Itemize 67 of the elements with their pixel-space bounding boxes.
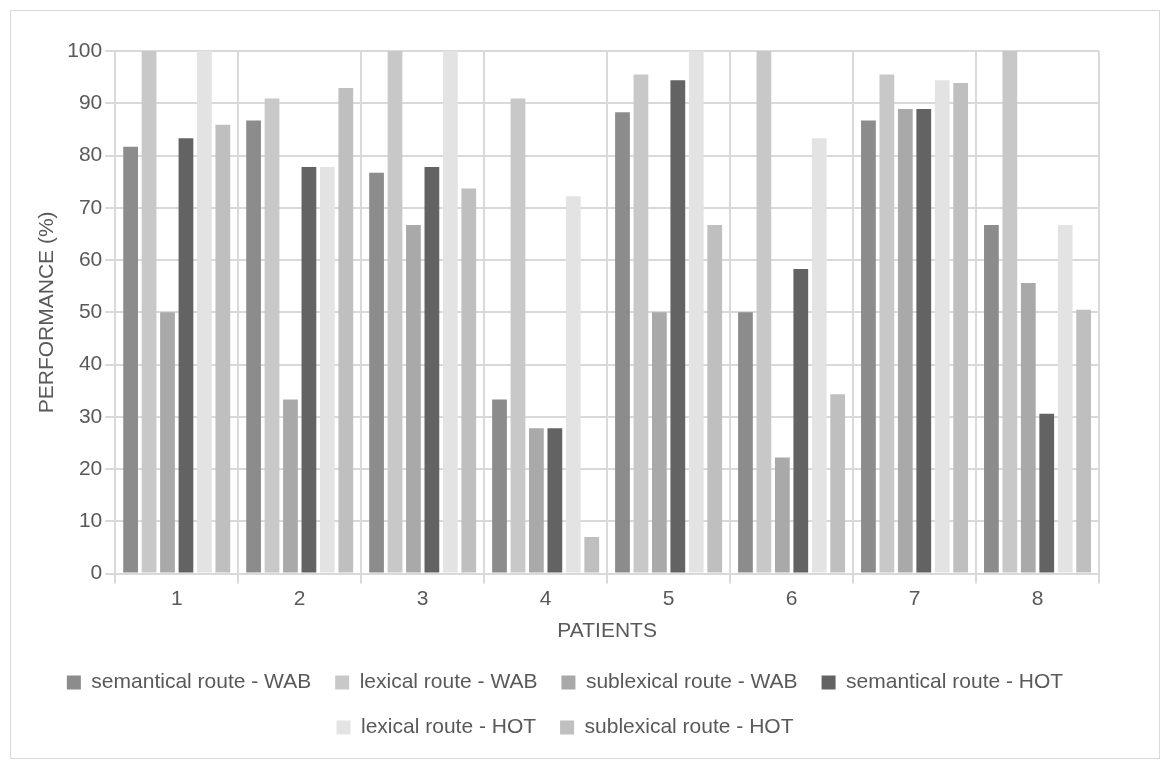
bar <box>215 124 231 573</box>
legend-label: sublexical route - HOT <box>584 714 794 738</box>
legend-label: semantical route - HOT <box>846 669 1064 693</box>
bar <box>1002 51 1018 573</box>
y-tick-label: 20 <box>78 455 103 479</box>
y-tick-label: 70 <box>78 194 103 218</box>
x-tick-label: 8 <box>1031 586 1044 609</box>
y-tick-label: 80 <box>78 142 103 166</box>
bar <box>547 428 563 573</box>
bar <box>633 74 649 573</box>
legend-label: lexical route - WAB <box>359 669 538 693</box>
bar <box>529 428 544 573</box>
bar <box>793 268 809 573</box>
bar <box>264 98 280 573</box>
bar <box>461 188 477 573</box>
bar <box>738 312 753 573</box>
bar <box>756 51 772 573</box>
bar <box>160 312 175 573</box>
x-tick-label: 3 <box>416 586 429 609</box>
y-tick-label: 30 <box>78 403 103 427</box>
bar <box>652 312 667 573</box>
bar <box>774 457 790 573</box>
legend-label: lexical route - HOT <box>361 714 537 738</box>
bar <box>301 167 317 573</box>
bar <box>338 88 354 573</box>
x-tick-label: 1 <box>170 586 183 609</box>
bar <box>1020 283 1036 573</box>
bar <box>510 98 526 573</box>
bar <box>897 109 913 573</box>
bar <box>670 80 686 573</box>
bar <box>283 399 298 573</box>
bar <box>830 394 846 573</box>
legend-label: semantical route - WAB <box>91 669 312 693</box>
y-tick-label: 10 <box>78 508 103 532</box>
y-tick-label: 50 <box>78 299 103 323</box>
x-tick-label: 4 <box>539 586 552 609</box>
bar <box>707 225 723 573</box>
bar <box>861 120 876 573</box>
bar <box>246 120 261 573</box>
bar <box>369 172 384 573</box>
x-tick-label: 2 <box>293 586 306 609</box>
bar <box>1039 413 1055 573</box>
x-tick-label: 6 <box>785 586 798 609</box>
bar <box>178 138 194 573</box>
bar <box>879 74 895 573</box>
bar <box>123 146 138 573</box>
bar <box>406 225 421 573</box>
legend-label: sublexical route - WAB <box>585 669 798 693</box>
bar <box>953 82 969 573</box>
y-tick-label: 100 <box>67 37 103 61</box>
x-tick-label: 5 <box>662 586 675 609</box>
bar <box>387 51 403 573</box>
y-axis-title: PERFORMANCE (%) <box>34 211 58 414</box>
y-tick-label: 90 <box>78 90 103 114</box>
x-tick-label: 7 <box>908 586 921 609</box>
x-axis-title: PATIENTS <box>557 618 657 642</box>
bar <box>984 225 999 573</box>
bar <box>492 399 507 573</box>
y-tick-label: 0 <box>90 560 103 584</box>
bar <box>1076 309 1092 573</box>
bar <box>141 51 157 573</box>
bar <box>424 167 440 573</box>
bar <box>916 109 932 573</box>
bar <box>615 112 630 573</box>
y-tick-label: 40 <box>78 351 103 375</box>
y-tick-label: 60 <box>78 246 103 270</box>
bar <box>584 537 600 573</box>
